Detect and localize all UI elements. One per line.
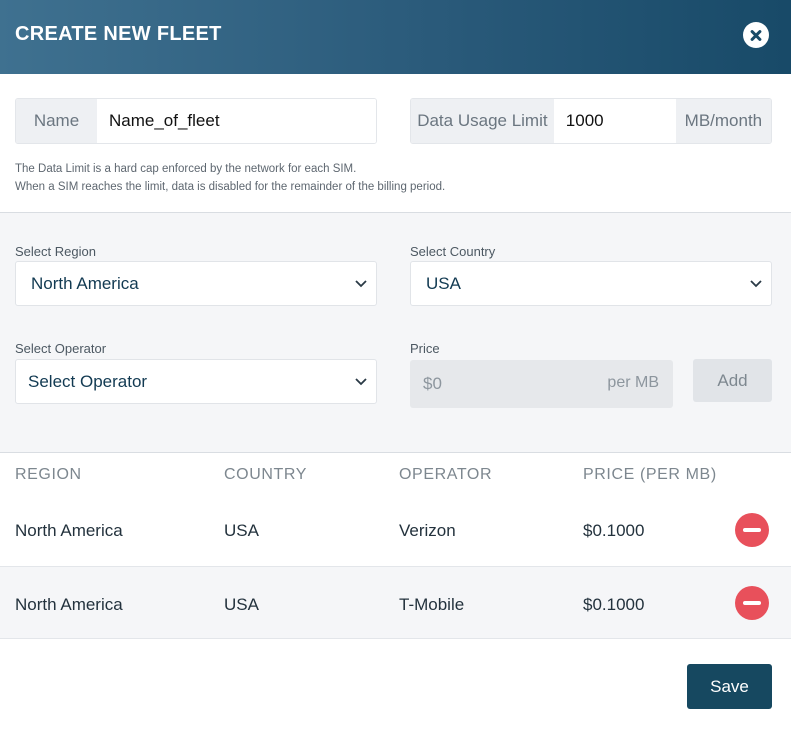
operator-label: Select Operator [15, 341, 107, 356]
table-header-region: REGION [15, 466, 82, 483]
chevron-down-icon [355, 280, 367, 288]
table-header-price: PRICE (PER MB) [583, 466, 717, 483]
chevron-down-icon [355, 378, 367, 386]
operator-select[interactable]: Select Operator [15, 359, 377, 404]
price-unit: per MB [607, 374, 659, 391]
name-label: Name [16, 99, 97, 143]
price-value: $0 [423, 374, 442, 393]
name-field-group: Name [15, 98, 377, 144]
name-input[interactable] [97, 99, 376, 143]
data-limit-label: Data Usage Limit [411, 99, 554, 143]
row-operator: T-Mobile [399, 595, 465, 614]
save-button[interactable]: Save [687, 664, 772, 709]
row-region: North America [15, 595, 123, 614]
data-limit-input[interactable] [553, 99, 676, 143]
price-input[interactable]: $0 per MB [410, 360, 673, 408]
country-select[interactable]: USA [410, 261, 772, 306]
table-header-operator: OPERATOR [399, 466, 493, 483]
modal-title: CREATE NEW FLEET [15, 23, 222, 45]
table-header-country: COUNTRY [224, 466, 308, 483]
add-button[interactable]: Add [693, 359, 772, 402]
price-label: Price [410, 341, 440, 356]
add-operator-section [0, 212, 791, 453]
modal-header: CREATE NEW FLEET [0, 0, 791, 74]
data-limit-unit: MB/month [675, 99, 771, 143]
close-icon[interactable] [743, 22, 769, 48]
data-limit-group: Data Usage Limit MB/month [410, 98, 772, 144]
region-label: Select Region [15, 244, 96, 259]
chevron-down-icon [750, 280, 762, 288]
row-operator: Verizon [399, 521, 456, 540]
country-select-value: USA [426, 273, 461, 293]
country-label: Select Country [410, 244, 496, 259]
region-select-value: North America [31, 273, 139, 293]
table-row: North America USA T-Mobile $0.1000 [0, 566, 791, 639]
help-text-line2: When a SIM reaches the limit, data is di… [15, 181, 446, 193]
table-row: North America USA Verizon $0.1000 [0, 493, 791, 566]
remove-icon[interactable] [735, 586, 769, 620]
help-text-line1: The Data Limit is a hard cap enforced by… [15, 163, 357, 175]
remove-icon[interactable] [735, 513, 769, 547]
row-country: USA [224, 521, 259, 540]
row-country: USA [224, 595, 259, 614]
row-region: North America [15, 521, 123, 540]
operator-select-value: Select Operator [28, 371, 148, 391]
row-price: $0.1000 [583, 521, 645, 540]
row-price: $0.1000 [583, 595, 645, 614]
region-select[interactable]: North America [15, 261, 377, 306]
